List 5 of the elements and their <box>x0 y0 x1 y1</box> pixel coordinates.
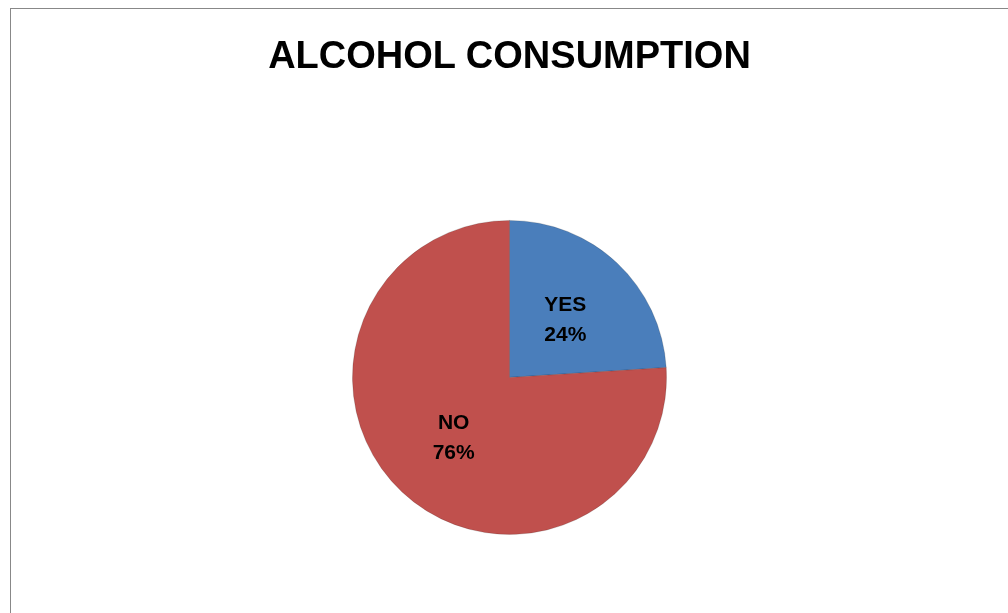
slice-label: YES <box>544 291 587 315</box>
chart-title: ALCOHOL CONSUMPTION <box>268 34 751 76</box>
slice-label: NO <box>437 410 470 434</box>
data-label: 24% <box>544 321 587 345</box>
data-label: 76% <box>432 440 476 464</box>
